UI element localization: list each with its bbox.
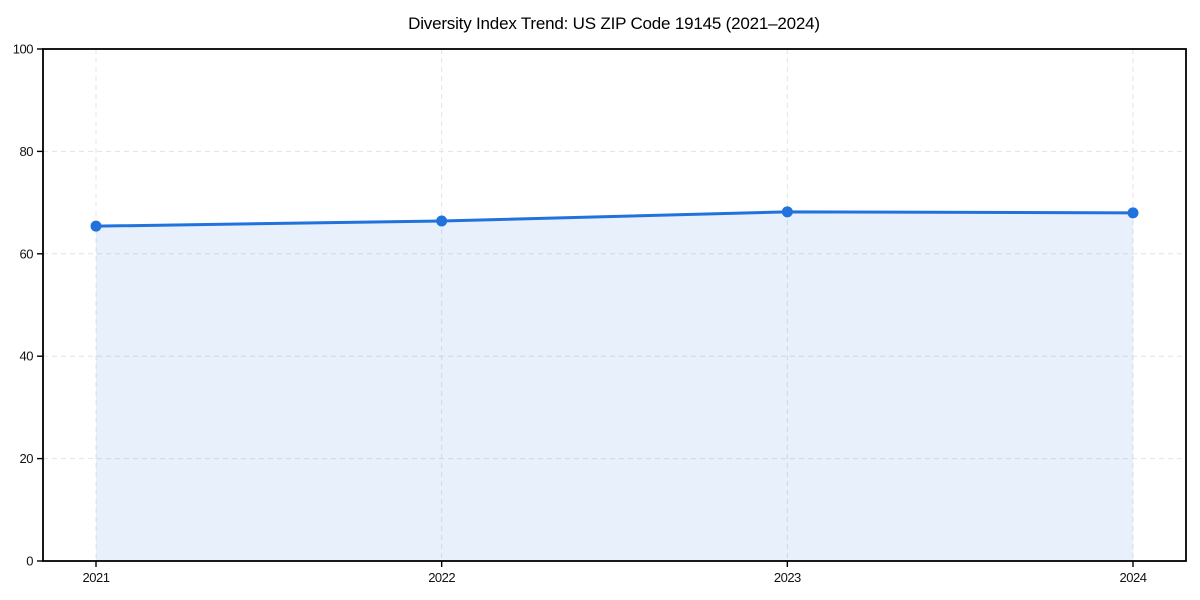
series-layer xyxy=(90,206,1139,562)
axes-layer: 0 20 40 60 80 100 2021 2022 2023 2024 xyxy=(13,42,1187,585)
y-tick-label: 100 xyxy=(13,42,33,57)
y-tick-label: 0 xyxy=(26,554,33,569)
data-point-2024 xyxy=(1127,207,1139,219)
x-tick-label: 2022 xyxy=(428,570,455,585)
x-tick-label: 2024 xyxy=(1120,570,1147,585)
y-tick-label: 60 xyxy=(20,246,34,261)
area-fill xyxy=(96,211,1133,562)
data-point-2022 xyxy=(436,215,448,227)
trend-line xyxy=(94,210,1135,228)
data-point-2021 xyxy=(90,220,102,232)
y-tick-label: 40 xyxy=(20,349,34,364)
y-tick-label: 20 xyxy=(20,451,34,466)
data-point-2023 xyxy=(781,206,793,218)
y-tick-label: 80 xyxy=(20,144,34,159)
x-tick-label: 2021 xyxy=(83,570,110,585)
chart-title: Diversity Index Trend: US ZIP Code 19145… xyxy=(408,14,820,33)
grid-layer xyxy=(43,49,1186,561)
plot-border xyxy=(42,48,1187,562)
x-tick-label: 2023 xyxy=(774,570,801,585)
